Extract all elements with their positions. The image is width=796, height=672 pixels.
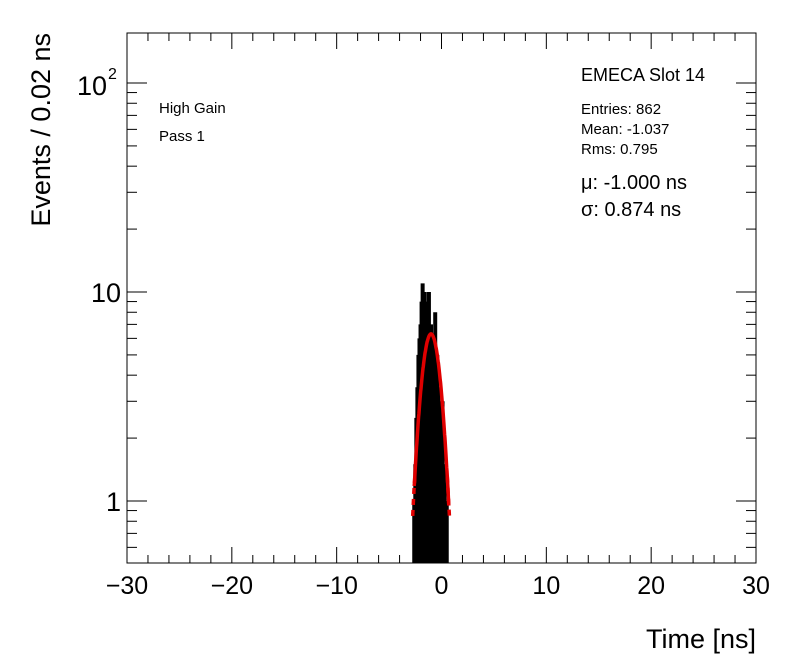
label-pass: Pass 1 bbox=[159, 128, 205, 145]
x-tick-label: 20 bbox=[637, 572, 665, 600]
x-axis-label: Time [ns] bbox=[646, 624, 756, 654]
fit-mu-label: μ: -1.000 ns bbox=[581, 172, 687, 194]
chart-title: EMECA Slot 14 bbox=[581, 65, 705, 85]
stats-rms: Rms: 0.795 bbox=[581, 141, 658, 158]
label-high-gain: High Gain bbox=[159, 100, 226, 117]
x-axis: −30 −20 −10 0 10 20 30 bbox=[106, 33, 770, 600]
x-tick-label: 10 bbox=[532, 572, 560, 600]
stats-mean: Mean: -1.037 bbox=[581, 121, 669, 138]
y-tick-label-100: 10 bbox=[77, 71, 107, 101]
fit-curve-tail bbox=[410, 476, 417, 516]
y-tick-label-10: 10 bbox=[91, 278, 121, 308]
y-axis-label: Events / 0.02 ns bbox=[26, 33, 56, 227]
stats-entries: Entries: 862 bbox=[581, 101, 661, 118]
gaussian-fit bbox=[410, 331, 452, 516]
x-tick-label: 30 bbox=[742, 572, 770, 600]
fit-curve bbox=[412, 331, 451, 506]
x-tick-label: −10 bbox=[315, 572, 357, 600]
x-tick-label: −30 bbox=[106, 572, 148, 600]
x-tick-label: −20 bbox=[211, 572, 253, 600]
y-tick-label-100-exponent: 2 bbox=[108, 66, 117, 83]
x-tick-label: 0 bbox=[435, 572, 449, 600]
fit-sigma-label: σ: 0.874 ns bbox=[581, 199, 681, 221]
y-tick-label-1: 1 bbox=[106, 487, 121, 517]
